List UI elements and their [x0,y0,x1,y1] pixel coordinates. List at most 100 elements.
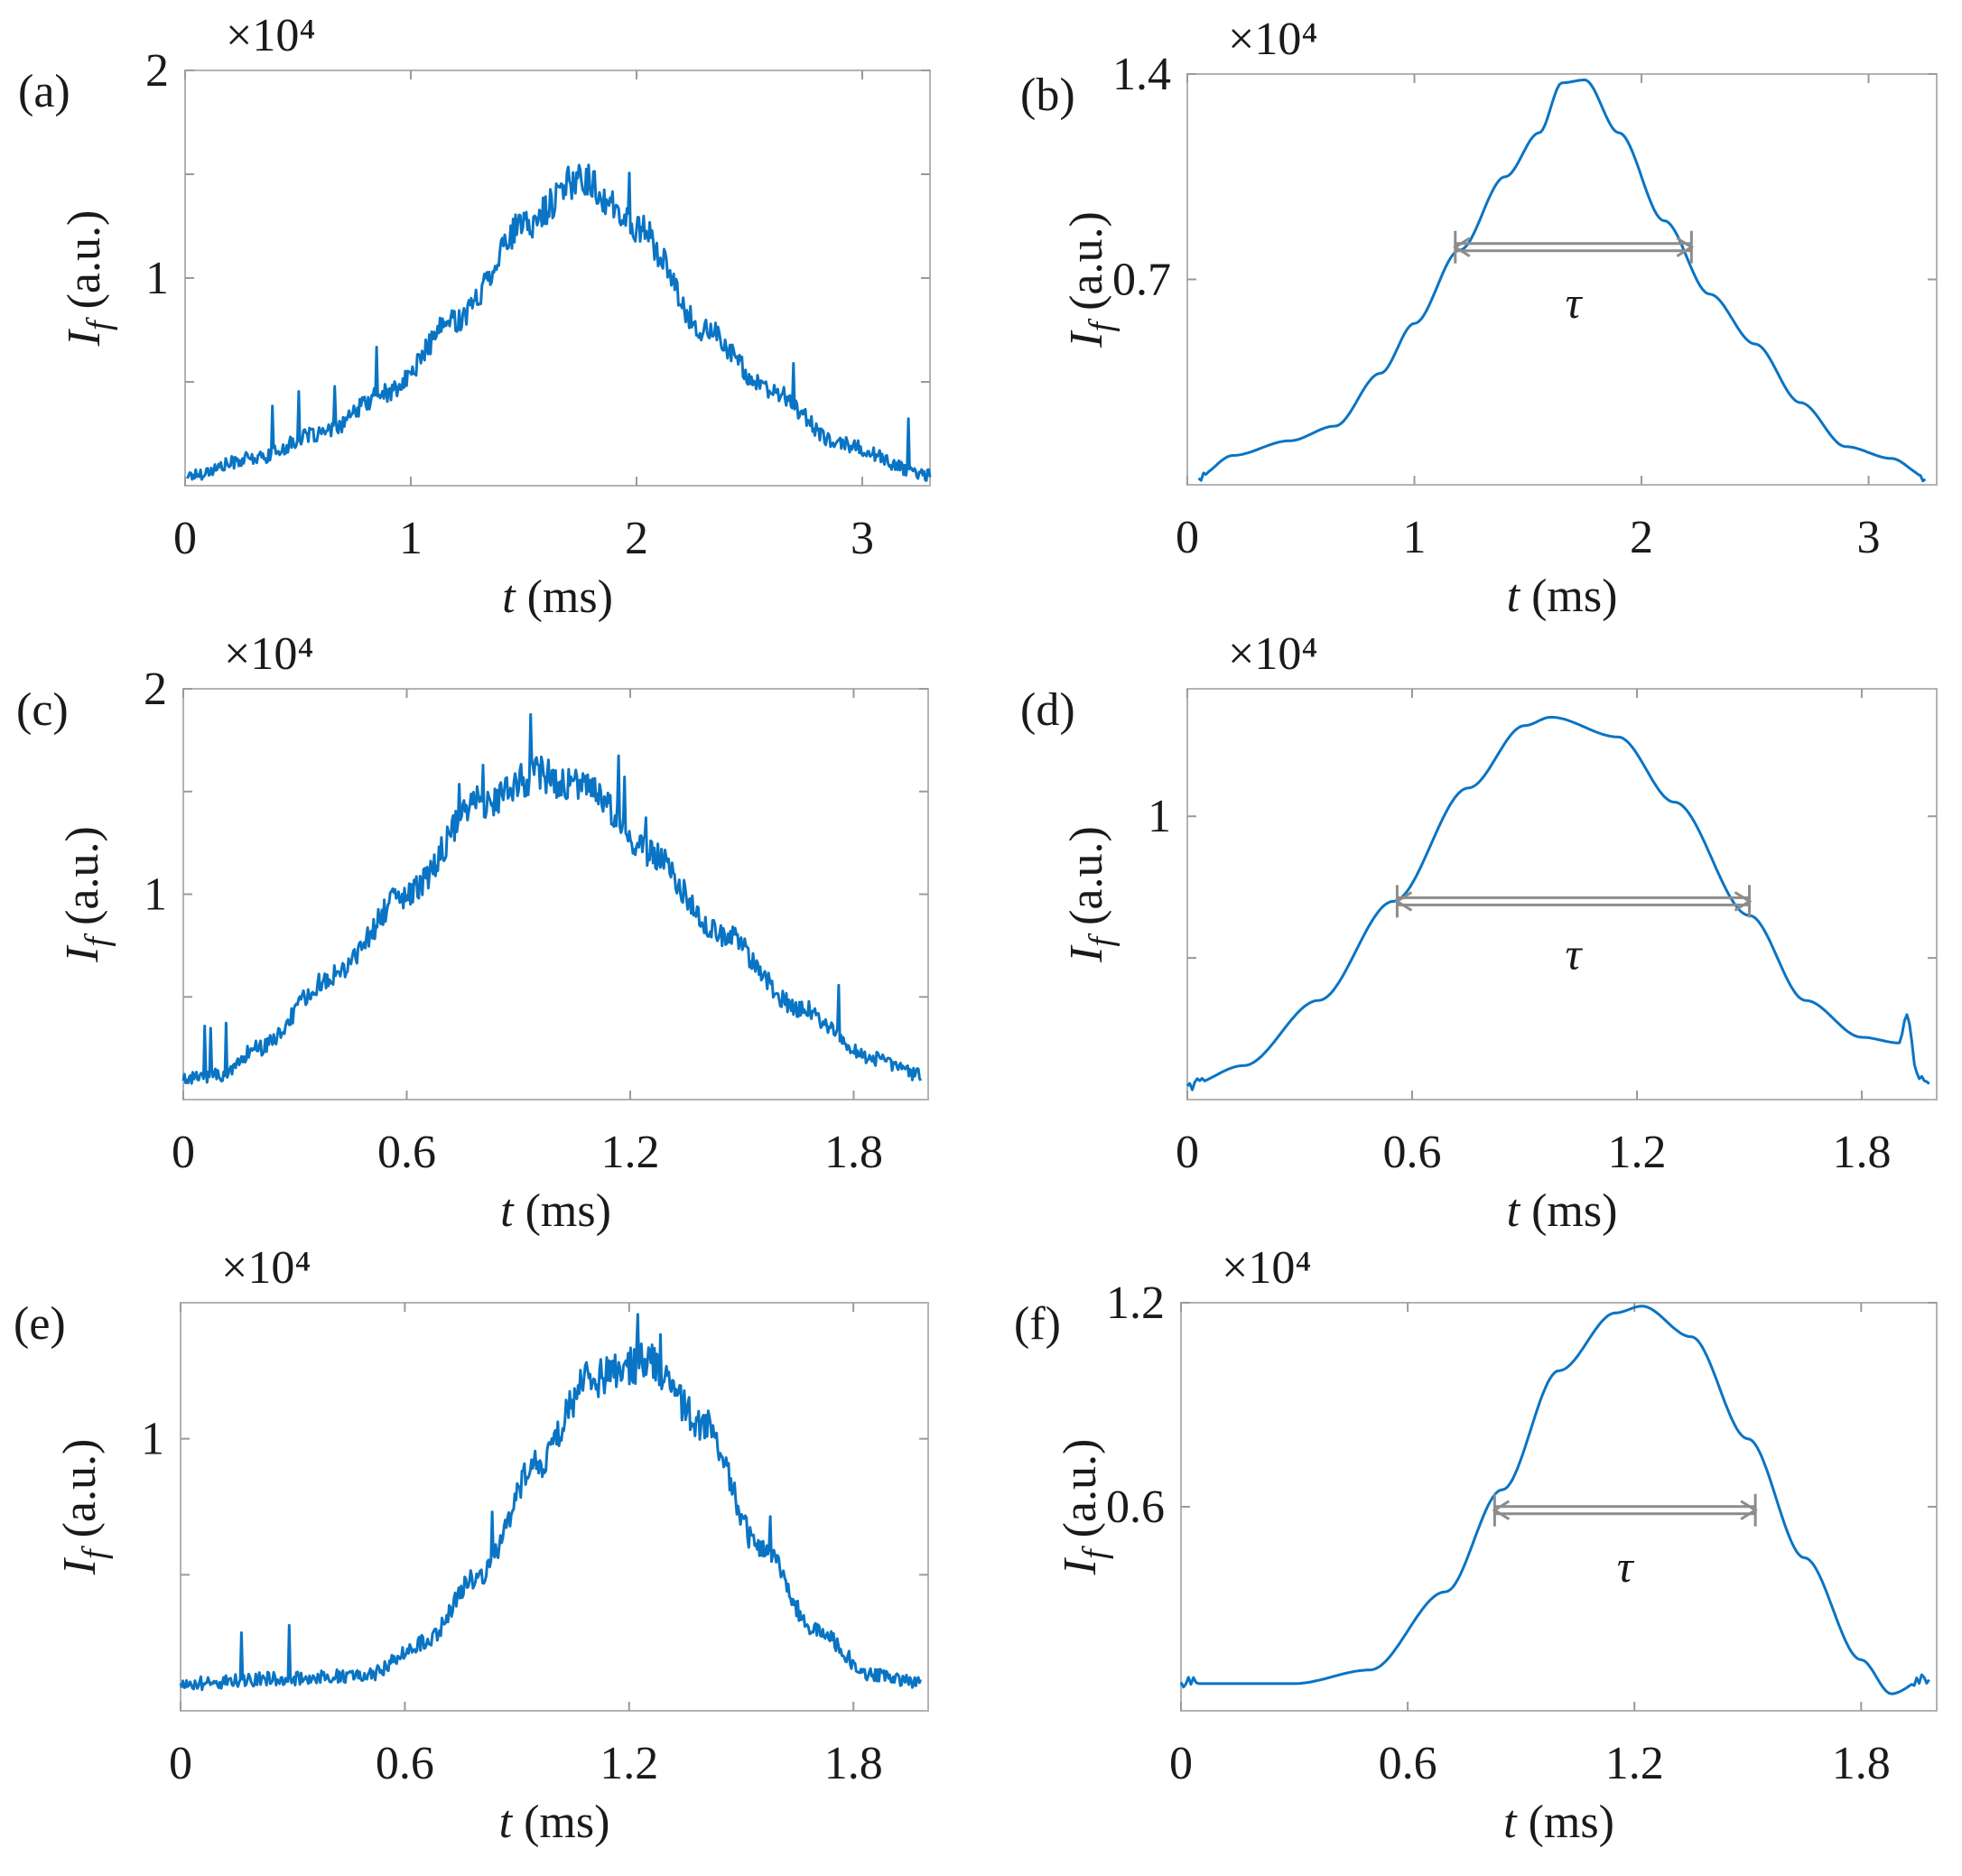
y-axis-unit: (a.u.) [57,826,108,937]
x-axis-var: t [1507,571,1521,622]
x-tick-label: 2 [625,513,648,564]
x-tick-label: 1.2 [601,1127,660,1178]
y-axis-label: If (a.u.) [1055,1439,1114,1576]
x-axis-var: t [502,571,516,623]
x-axis-unit: (ms) [516,571,613,623]
x-tick-label: 1.8 [824,1738,883,1789]
series-line [181,712,923,1085]
series-line [1186,715,1930,1091]
x-tick-label: 0 [173,513,197,564]
exponent-label: ×10⁴ [226,10,315,61]
x-axis-label: t (ms) [1507,1185,1618,1237]
y-tick-label: 1 [145,253,169,304]
y-axis-var: I [1055,1556,1106,1575]
series-line [1197,79,1927,483]
x-axis-label: t (ms) [1507,571,1618,622]
x-axis-label: t (ms) [502,571,613,623]
x-tick-label: 0 [172,1127,195,1178]
tau-label: τ [1566,277,1584,328]
y-tick-label: 0.7 [1112,255,1171,306]
y-axis-var: I [59,328,110,347]
panel-label: (e) [14,1298,66,1350]
x-tick-label: 1.8 [1832,1738,1891,1789]
x-tick-label: 0 [1169,1738,1193,1789]
tau-arrow-right-head [1740,1500,1758,1521]
x-axis-unit: (ms) [514,1185,611,1237]
y-axis-var: I [54,1556,106,1575]
x-axis-unit: (ms) [512,1797,609,1848]
y-axis-unit: (a.u.) [1061,826,1112,937]
y-tick-label: 1 [1148,791,1171,842]
tau-arrow [1394,885,1753,918]
exponent-label: ×10⁴ [221,1242,311,1294]
series-line [1179,1305,1930,1695]
x-tick-label: 0.6 [376,1738,434,1789]
y-axis-unit: (a.u.) [1061,211,1112,322]
series-line [186,163,932,482]
x-tick-label: 3 [851,513,874,564]
panel-label: (d) [1020,684,1075,736]
x-tick-label: 1 [1403,512,1427,563]
y-axis-label: If (a.u.) [59,210,118,348]
x-tick-label: 3 [1857,512,1881,563]
x-axis-label: t (ms) [1503,1797,1614,1848]
panel-a: 0 1 2 3 1 2 (a) ×10⁴ t (ms) If (a.u.) [18,10,932,623]
y-tick-label: 2 [144,664,167,715]
panel-d: 0 0.6 1.2 1.8 1 (d) ×10⁴ t (ms) If (a.u.) τ [1020,628,1938,1237]
y-axis-var: I [1061,944,1112,963]
x-axis-unit: (ms) [1517,1797,1614,1848]
y-axis-label: If (a.u.) [54,1439,114,1576]
y-tick-label: 0.6 [1106,1481,1165,1533]
x-tick-label: 0.6 [1379,1738,1437,1789]
exponent-label: ×10⁴ [1228,628,1317,680]
axes-frame [180,1302,929,1712]
x-axis-var: t [1507,1185,1521,1237]
x-tick-label: 1.2 [600,1738,658,1789]
y-tick-label: 1.4 [1112,49,1171,100]
x-tick-label: 0.6 [377,1127,436,1178]
x-tick-label: 1.8 [1833,1127,1892,1178]
exponent-label: ×10⁴ [224,628,313,680]
panel-label: (c) [16,684,69,736]
series-line [179,1313,923,1692]
tau-label: τ [1617,1541,1635,1592]
y-axis-unit: (a.u.) [59,210,110,321]
tau-arrow-left-head [1394,891,1413,912]
panel-label: (f) [1014,1298,1061,1350]
axes-frame [182,688,929,1101]
x-tick-label: 1.2 [1605,1738,1664,1789]
panel-label: (b) [1020,70,1075,121]
panel-e: 0 0.6 1.2 1.8 1 (e) ×10⁴ t (ms) If (a.u.) [14,1242,929,1848]
tau-arrow-right-head [1676,237,1695,258]
panel-b: 0 1 2 3 0.7 1.4 (b) ×10⁴ t (ms) If (a.u.) τ [1020,14,1938,622]
tau-label: τ [1565,929,1583,980]
y-axis-label: If (a.u.) [57,826,116,963]
tau-arrow [1492,1493,1758,1527]
y-axis-label: If (a.u.) [1061,826,1120,963]
x-tick-label: 0 [1176,512,1199,563]
exponent-label: ×10⁴ [1228,14,1317,65]
x-axis-label: t (ms) [500,1185,611,1237]
x-axis-var: t [1503,1797,1518,1848]
tau-arrow-left-head [1492,1500,1511,1521]
y-axis-var: I [1061,330,1112,348]
panel-f: 0 0.6 1.2 1.8 0.6 1.2 (f) ×10⁴ t (ms) If (a.u.) τ [1014,1242,1938,1848]
x-axis-var: t [499,1797,514,1848]
x-tick-label: 2 [1630,512,1653,563]
x-axis-unit: (ms) [1520,1185,1617,1237]
tau-arrow-left-head [1452,237,1471,258]
tau-arrow [1452,230,1695,264]
x-tick-label: 1.2 [1608,1127,1667,1178]
tau-arrow-right-head [1734,891,1753,912]
axes-frame [1186,688,1938,1101]
y-axis-label: If (a.u.) [1061,211,1120,348]
y-tick-label: 1.2 [1106,1277,1165,1329]
panel-c: 0 0.6 1.2 1.8 1 2 (c) ×10⁴ t (ms) If (a.u.) [16,628,929,1237]
y-tick-label: 1 [141,1414,164,1465]
panel-label: (a) [18,66,70,117]
x-axis-unit: (ms) [1520,571,1617,622]
x-tick-label: 0 [169,1738,192,1789]
y-axis-unit: (a.u.) [54,1439,106,1550]
x-tick-label: 0.6 [1383,1127,1442,1178]
